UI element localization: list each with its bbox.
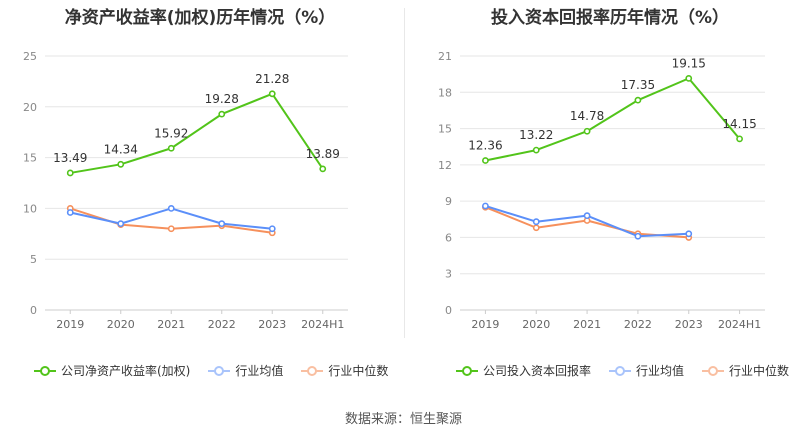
y-tick-label: 5 (30, 253, 37, 266)
data-point (66, 169, 74, 177)
y-tick-label: 0 (30, 304, 37, 317)
data-point (167, 204, 175, 212)
chart-title-roe: 净资产收益率(加权)历年情况（%） (64, 8, 336, 28)
data-point (634, 96, 642, 104)
legend-item-industry-median[interactable]: 行业中位数 (301, 362, 388, 379)
x-tick-label: 2021 (157, 318, 185, 331)
data-point (532, 146, 540, 154)
data-point (685, 230, 693, 238)
chart-title-roic: 投入资本回报率历年情况（%） (490, 8, 730, 28)
chart-divider (404, 8, 405, 338)
y-tick-label: 18 (438, 86, 452, 99)
series-line (485, 77, 741, 162)
x-tick-label: 2023 (258, 318, 286, 331)
legend-roe: 公司净资产收益率(加权) 行业均值 行业中位数 (34, 362, 406, 379)
data-point (482, 202, 489, 210)
legend-label: 公司投入资本回报率 (483, 364, 592, 378)
y-tick-label: 21 (438, 50, 452, 63)
y-tick-label: 10 (23, 202, 37, 215)
x-tick-label: 2022 (624, 318, 652, 331)
y-tick-label: 3 (445, 268, 452, 281)
data-label: 19.28 (205, 92, 239, 106)
legend-label: 行业均值 (636, 364, 685, 378)
legend-line-marker-icon (208, 365, 231, 376)
legend-roic: 公司投入资本回报率 行业均值 行业中位数 (456, 362, 807, 379)
data-label: 13.49 (53, 151, 87, 165)
legend-label: 行业中位数 (328, 364, 389, 378)
data-label: 17.35 (621, 78, 655, 92)
x-tick-label: 2020 (522, 318, 550, 331)
legend-item-industry-median[interactable]: 行业中位数 (702, 362, 789, 379)
y-tick-label: 12 (438, 159, 452, 172)
y-tick-label: 6 (445, 231, 452, 244)
data-point (66, 209, 74, 216)
y-tick-label: 25 (23, 50, 37, 63)
data-point (583, 127, 591, 135)
legend-line-marker-icon (301, 365, 324, 376)
data-point (167, 225, 175, 233)
legend-item-company[interactable]: 公司投入资本回报率 (456, 362, 591, 379)
data-source: 数据来源：恒生聚源 (344, 412, 462, 427)
roe-chart: 0 5 10 15 20 25 2019 2020 2021 2022 2023 2024H1 13.4… (23, 50, 348, 331)
data-label: 14.34 (104, 142, 138, 156)
y-tick-label: 0 (445, 304, 452, 317)
y-tick-label: 20 (23, 101, 37, 114)
data-point (736, 135, 743, 143)
legend-line-marker-icon (702, 365, 725, 376)
data-label: 14.78 (570, 109, 604, 123)
legend-item-industry-avg[interactable]: 行业均值 (609, 362, 684, 379)
data-label: 13.89 (306, 147, 340, 161)
data-label: 13.22 (519, 128, 553, 142)
legend-line-marker-icon (456, 365, 478, 376)
x-tick-label: 2023 (675, 318, 703, 331)
data-point (117, 160, 125, 168)
data-point (218, 220, 226, 228)
legend-label: 行业均值 (235, 364, 284, 378)
data-label: 19.15 (672, 56, 706, 70)
data-point (319, 165, 327, 173)
x-tick-label: 2024H1 (718, 318, 761, 331)
y-tick-label: 15 (23, 152, 37, 165)
x-tick-label: 2021 (573, 318, 601, 331)
y-tick-label: 9 (445, 195, 452, 208)
x-tick-label: 2022 (208, 318, 236, 331)
legend-label: 公司净资产收益率(加权) (61, 364, 191, 378)
x-tick-label: 2019 (471, 318, 499, 331)
data-label: 14.15 (722, 117, 756, 131)
legend-line-marker-icon (34, 365, 56, 376)
data-point (583, 212, 591, 220)
data-point (268, 225, 276, 233)
data-point (268, 90, 276, 98)
series-line (70, 92, 324, 174)
data-point (167, 144, 175, 152)
data-label: 12.36 (468, 139, 502, 153)
data-label: 15.92 (154, 126, 188, 140)
legend-label: 行业中位数 (729, 364, 790, 378)
legend-item-industry-avg[interactable]: 行业均值 (208, 362, 283, 379)
x-tick-label: 2024H1 (301, 318, 344, 331)
data-point (685, 74, 693, 82)
data-point (482, 157, 489, 164)
legend-line-marker-icon (609, 365, 632, 376)
roic-chart: 0 3 6 9 12 15 18 21 2019 2020 2021 2022 2023 2024H1 12… (438, 50, 765, 331)
data-point (218, 110, 226, 118)
x-tick-label: 2020 (107, 318, 135, 331)
legend-item-company[interactable]: 公司净资产收益率(加权) (34, 362, 190, 379)
x-tick-label: 2019 (56, 318, 84, 331)
data-label: 21.28 (255, 72, 289, 86)
data-point (532, 224, 540, 232)
data-point (532, 218, 540, 226)
data-point (117, 220, 125, 228)
data-point (634, 232, 642, 240)
y-tick-label: 15 (438, 123, 452, 136)
